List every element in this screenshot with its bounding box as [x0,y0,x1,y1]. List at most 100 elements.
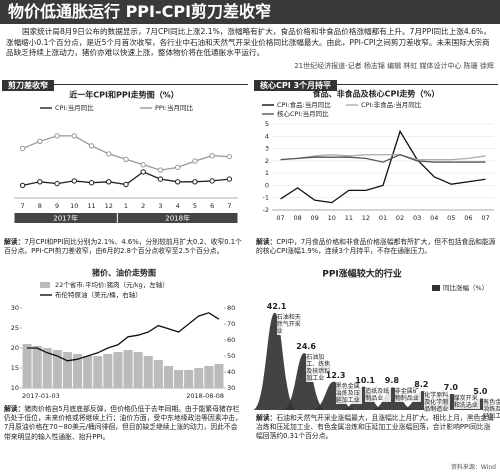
point [19,145,26,152]
note: 解读：石油和天然气开采业涨幅最大，且涨幅比上月扩大。相比上月，黑色金属冶炼和压延… [256,414,496,442]
category-label: 造纸及纸制品业 [365,387,392,402]
chart-title: 猪价、油价走势图 [91,268,156,278]
value-label: 5.0 [473,387,488,397]
series-line [280,154,486,161]
legend-label: CPI:食品:当月同比 [277,100,331,109]
bar [103,354,113,388]
point [37,138,43,144]
point [209,153,215,159]
x-tick-label: 06 [464,214,472,222]
x-tick-label: 10 [70,202,78,210]
bar [153,360,163,388]
category-label: 非金属矿物制品业 [394,388,421,403]
legend-swatch [432,285,440,291]
legend-label: CPI:当月同比 [55,103,94,112]
y-tick-label: -2 [263,206,269,214]
note-label: 解读： [256,414,277,422]
note-label: 解读： [4,405,25,413]
y-tick-label: 10 [11,384,19,392]
series-line [27,312,220,362]
note-text: 猪肉价格自5月底底部反弹，但价格仍低于去年同期。由于能繁母猪存栏仍处于低位，未来… [4,405,242,441]
chart-title: 食品、非食品及核心CPI走势（%） [313,89,440,99]
value-label: 24.6 [296,342,316,352]
value-label: 8.2 [414,380,429,390]
section-label: 剪刀差收窄 [2,80,54,91]
intro: 国家统计局8月9日公布的数据显示，7月CPI同比上涨2.1%，涨幅略有扩大，食品… [6,27,491,57]
chart-title: PPI涨幅较大的行业 [322,268,402,280]
bar [194,368,204,388]
point [19,182,26,189]
point [157,167,164,173]
value-label: 10.1 [355,375,375,385]
x-tick-label: 2017-01-03 [22,392,60,400]
x-tick-label: 4 [176,202,180,210]
note-text: 7月CPI和PPI同比分别为2.1%、4.6%，分别较前月扩大0.2、收窄0.1… [4,238,242,256]
x-tick-label: 05 [447,214,455,222]
banner: 物价低通胀运行 PPI-CPI剪刀差收窄 [0,0,500,24]
bar [32,346,42,388]
x-tick-label: 02 [396,214,404,222]
legend-label: 同比涨幅（%） [443,283,488,292]
bar [113,352,123,388]
point [123,181,129,188]
bar [52,350,62,388]
source: 资料来源：Wind [450,464,496,471]
year-label: 2017年 [53,214,78,223]
category-label: 煤炭开采和洗选业 [453,394,480,409]
category-label: 有色金属冶炼及压延加工业 [483,399,500,421]
point [54,133,60,139]
point [174,179,181,185]
bar [143,356,153,388]
x-tick-label: 04 [430,214,438,222]
bar [184,370,194,388]
y-tick-label: 5 [265,120,269,128]
series-line [280,154,486,163]
y-tick-label: 30 [11,304,19,312]
x-tick-label: 12 [105,202,113,210]
y-tick-label: 1 [265,169,269,177]
category-label: 石油加工、炼焦及核燃料加工业 [306,354,333,383]
x-tick-label: 7 [227,202,231,210]
y-tick-label: -1 [263,194,269,202]
bar [282,353,327,410]
point [209,178,215,184]
point [71,133,78,139]
x-tick-label: 3 [158,202,162,210]
point [192,179,198,185]
bar [123,350,133,388]
bar [174,370,184,388]
legend-swatch [40,282,50,288]
x-tick-label: 01 [379,214,387,222]
bar [204,366,214,388]
note-label: 解读： [4,238,25,246]
bar [341,386,386,410]
year-label: 2018年 [165,214,190,223]
point [54,180,60,187]
legend-label: 22个省市:平均价:猪肉（元/kg，左轴） [55,280,169,289]
point [71,178,78,184]
bar [42,348,52,388]
x-tick-label: 09 [311,214,319,222]
note-text: CPI中，7月食品价格和非食品价格涨幅都有所扩大，但不包括食品和能源的核心CPI… [256,238,496,256]
category-label: 石油和天然气开采业 [276,313,303,335]
x-tick-label: 12 [362,214,370,222]
x-tick-label: 6 [210,202,214,210]
bar [133,352,143,388]
x-tick-label: 8 [38,202,42,210]
y2-tick-label: 50 [227,352,235,360]
bar [252,312,297,410]
value-label: 12.3 [325,370,346,380]
y-tick-label: 25 [11,324,19,332]
value-label: 9.8 [384,376,399,386]
x-tick-label: 07 [481,214,489,222]
point [174,164,181,171]
x-tick-label: 1 [124,202,128,210]
x-tick-label: 03 [413,214,421,222]
y2-tick-label: 40 [227,368,235,376]
y-tick-label: 4 [265,132,269,140]
chart: 猪价、油价走势图 10 15 20 25 30 30 40 50 60 70 80 2017-01-03… [11,268,236,401]
x-tick-label: 11 [87,202,95,210]
series-line [22,135,230,171]
y-tick-label: 15 [11,364,19,372]
legend-label: PPI:当月同比 [155,103,193,112]
